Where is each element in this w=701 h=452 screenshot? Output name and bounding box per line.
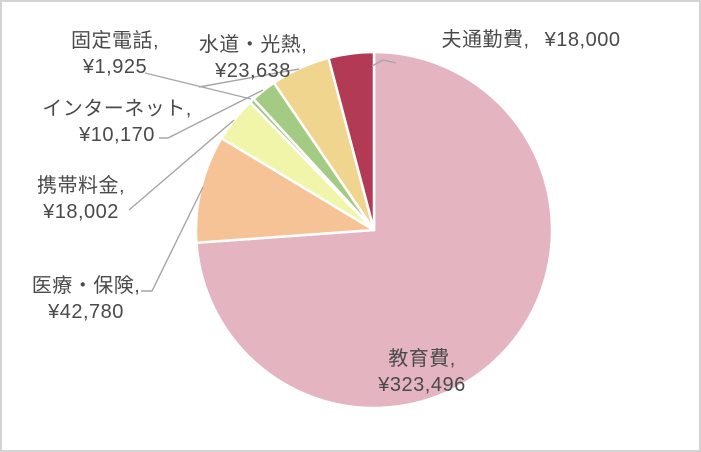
slice-label-name: 固定電話, (70, 30, 160, 52)
slice-label-value: ¥18,000 (544, 29, 621, 51)
leader-line-water-utilities (198, 68, 300, 88)
pie-slice-medical-insurance (194, 136, 376, 245)
leader-line-medical-insurance (141, 186, 204, 292)
slice-label-value: ¥23,638 (215, 60, 291, 82)
slice-label-name: 医療・保険, (31, 275, 141, 297)
slice-label-name: 水道・光熱, (198, 34, 308, 56)
pie-slice-husband-commuting (327, 50, 376, 232)
slice-label-value: ¥1,925 (82, 56, 148, 78)
leader-line-internet (159, 89, 264, 139)
leader-line-landline-phone (144, 72, 252, 100)
slice-label-value: ¥10,170 (79, 124, 155, 146)
slice-label-value: ¥18,002 (43, 201, 119, 223)
slice-label-internet: インターネット, ¥10,170 (42, 96, 192, 148)
slice-label-name: 携帯料金, (36, 175, 126, 197)
slice-label-mobile-phone: 携帯料金, ¥18,002 (37, 173, 125, 225)
slice-label-name: インターネット, (42, 98, 192, 120)
leader-line-mobile-phone (128, 119, 235, 211)
slice-label-education-expenses: 教育費, ¥323,496 (378, 346, 465, 398)
leader-line-husband-commuting (371, 59, 397, 67)
slice-label-medical-insurance: 医療・保険, ¥42,780 (32, 273, 141, 325)
slice-label-name: 夫通勤費, (441, 29, 530, 51)
slice-label-landline-phone: 固定電話, ¥1,925 (71, 28, 159, 80)
slice-label-value: ¥42,780 (48, 301, 124, 323)
slice-label-name: 教育費, (388, 348, 456, 370)
slice-label-value: ¥323,496 (378, 374, 466, 396)
slice-label-water-utilities: 水道・光熱, ¥23,638 (199, 32, 308, 84)
slice-label-husband-commuting: 夫通勤費, ¥18,000 (442, 27, 621, 53)
